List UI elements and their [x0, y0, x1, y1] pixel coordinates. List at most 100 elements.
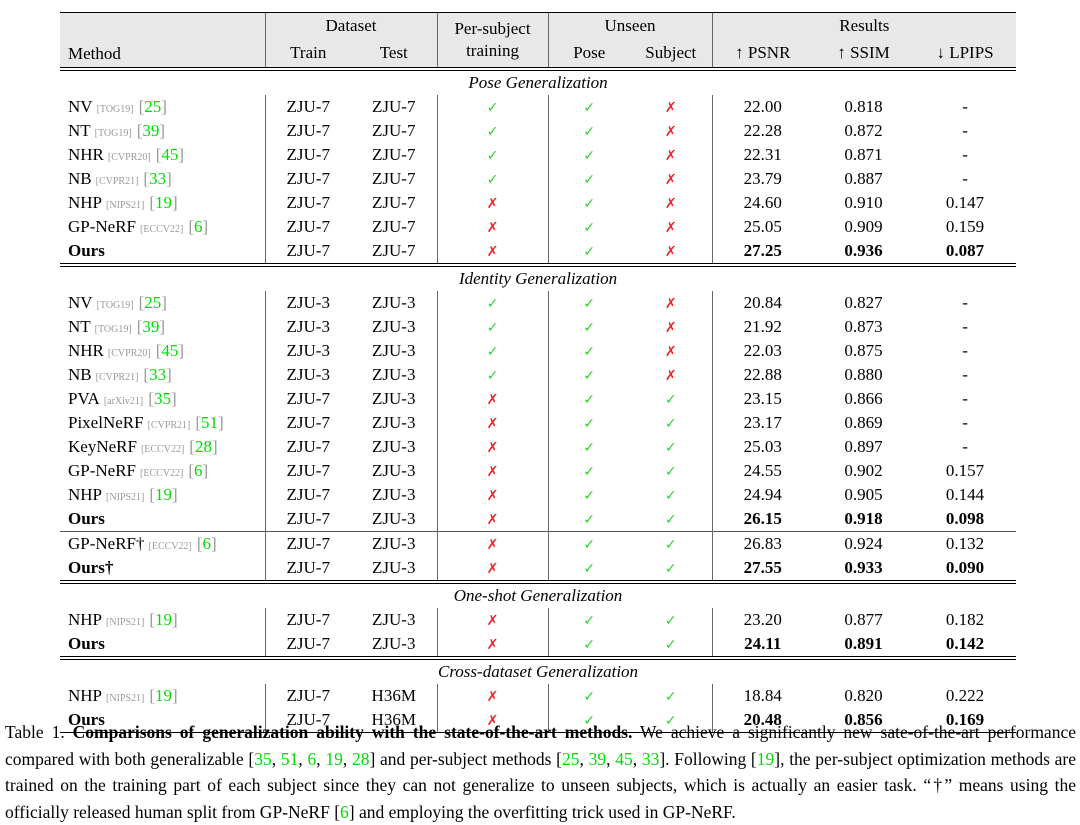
test-cell: ZJU-7	[372, 97, 416, 116]
venue-tag: [CVPR21]	[147, 420, 191, 431]
citation-number: 25	[144, 293, 162, 312]
per-subject-cell: ✓	[436, 119, 549, 143]
lpips-cell: -	[962, 121, 968, 140]
citation: [25]	[139, 293, 167, 312]
test-cell: ZJU-7	[372, 145, 416, 164]
unseen-pose-cell: ✓	[547, 387, 631, 411]
table-row: PVA [arXiv21] [35] ZJU-7 ZJU-3 ✗ ✓ ✓ 23.15…	[60, 387, 1016, 411]
citation-number: 6	[194, 461, 203, 480]
method-name: NT	[68, 121, 91, 140]
lpips-cell: 0.222	[945, 686, 985, 705]
header-subject: Subject	[630, 39, 713, 71]
table-row: Ours† ZJU-7 ZJU-3 ✗ ✓ ✓ 27.55 0.933 0.09…	[60, 556, 1017, 584]
table-row: NHR [CVPR20] [45] ZJU-7 ZJU-7 ✓ ✓ ✗ 22.31 …	[60, 143, 1016, 167]
check-icon: ✓	[583, 320, 596, 336]
caption-segment: ,	[342, 748, 352, 769]
lpips-cell: 0.169	[914, 708, 1017, 733]
ssim-cell: 0.933	[813, 556, 915, 584]
table-row: NHP [NIPS21] [19] ZJU-7 ZJU-3 ✗ ✓ ✓ 23.20 …	[60, 608, 1016, 632]
unseen-pose-cell: ✓	[547, 119, 631, 143]
method-cell: GP-NeRF [ECCV22] [6]	[60, 215, 265, 239]
unseen-subject-cell: ✗	[630, 191, 712, 215]
ssim-cell: 0.909	[844, 217, 883, 236]
citation-number: 6	[307, 748, 317, 769]
method-name: Ours	[68, 509, 105, 528]
train-cell: ZJU-7	[264, 95, 351, 119]
train-cell: ZJU-7	[264, 387, 351, 411]
method-name: NB	[68, 365, 92, 384]
venue-tag: [TOG19]	[96, 104, 134, 115]
method-name: NT	[68, 317, 91, 336]
psnr-cell: 26.83	[711, 531, 814, 556]
cross-icon: ✗	[486, 561, 499, 577]
citation-open-bracket: [	[143, 169, 150, 188]
test-cell: ZJU-3	[372, 610, 416, 629]
header-row-columns: Train Test Pose Subject ↑ PSNR ↑ SSIM ↓ …	[60, 39, 1017, 71]
citation-number: 35	[254, 748, 272, 769]
check-icon: ✓	[664, 488, 677, 504]
cross-icon: ✗	[486, 488, 499, 504]
method-cell: NV [TOG19] [25]	[60, 291, 265, 315]
train-cell: ZJU-7	[264, 435, 351, 459]
check-icon: ✓	[583, 368, 596, 384]
citation-open-bracket: [	[138, 293, 145, 312]
test-cell: ZJU-3	[372, 341, 416, 360]
caption-segment: ] and employing the overfitting trick us…	[348, 801, 736, 822]
psnr-cell: 23.20	[711, 608, 814, 632]
psnr-cell: 27.55	[711, 556, 814, 584]
psnr-cell: 26.15	[711, 507, 814, 532]
table-header: Method Dataset Per-subject training Unse…	[60, 12, 1017, 71]
unseen-subject-cell: ✗	[630, 239, 713, 267]
citation: [39]	[137, 317, 165, 336]
header-results-group: Results	[711, 12, 1017, 39]
per-subject-cell: ✓	[436, 363, 549, 387]
method-name: GP-NeRF†	[68, 534, 145, 553]
check-icon: ✓	[486, 296, 499, 312]
citation: [45]	[156, 341, 184, 360]
citation-number: 39	[588, 748, 607, 769]
lpips-cell: 0.144	[945, 485, 985, 504]
per-subject-cell: ✗	[436, 531, 549, 556]
method-name: NB	[68, 169, 92, 188]
per-subject-cell: ✓	[436, 291, 549, 315]
per-subject-cell: ✓	[436, 339, 549, 363]
caption-segment: Table 1.	[5, 722, 73, 742]
citation-open-bracket: [	[143, 365, 150, 384]
test-cell: ZJU-3	[372, 365, 416, 384]
per-subject-cell: ✗	[436, 215, 549, 239]
venue-tag: [TOG19]	[96, 300, 134, 311]
header-pose: Pose	[547, 39, 631, 71]
section-title-row: Cross-dataset Generalization	[60, 658, 1016, 684]
caption-segment: ,	[316, 748, 326, 769]
venue-tag: [NIPS21]	[106, 617, 145, 628]
venue-tag: [arXiv21]	[103, 396, 144, 407]
check-icon: ✓	[583, 561, 596, 577]
test-cell: H36M	[371, 686, 416, 705]
ssim-cell: 0.897	[844, 437, 883, 456]
method-name: KeyNeRF	[68, 437, 137, 456]
table-row: Ours ZJU-7 H36M ✗ ✓ ✓ 20.48 0.856 0.169	[60, 708, 1017, 733]
lpips-cell: -	[962, 389, 968, 408]
train-cell: ZJU-3	[264, 339, 351, 363]
check-icon: ✓	[583, 196, 596, 212]
method-cell: NHP [NIPS21] [19]	[60, 684, 265, 708]
train-cell: ZJU-3	[264, 363, 351, 387]
psnr-cell: 22.88	[711, 363, 814, 387]
citation-open-bracket: [	[155, 145, 162, 164]
psnr-cell: 20.48	[711, 708, 814, 733]
citation-open-bracket: [	[149, 610, 156, 629]
unseen-pose-cell: ✓	[547, 315, 631, 339]
citation-close-bracket: ]	[211, 437, 218, 456]
per-subject-cell: ✗	[436, 556, 549, 584]
unseen-subject-cell: ✗	[630, 119, 712, 143]
psnr-cell: 25.03	[711, 435, 814, 459]
test-cell: ZJU-3	[372, 437, 416, 456]
train-cell: ZJU-7	[264, 483, 351, 507]
method-name: GP-NeRF	[68, 217, 137, 236]
citation: [25]	[139, 97, 167, 116]
psnr-cell: 25.05	[711, 215, 814, 239]
check-icon: ✓	[583, 296, 596, 312]
check-icon: ✓	[583, 537, 596, 553]
citation-open-bracket: [	[136, 121, 143, 140]
check-icon: ✓	[664, 537, 677, 553]
